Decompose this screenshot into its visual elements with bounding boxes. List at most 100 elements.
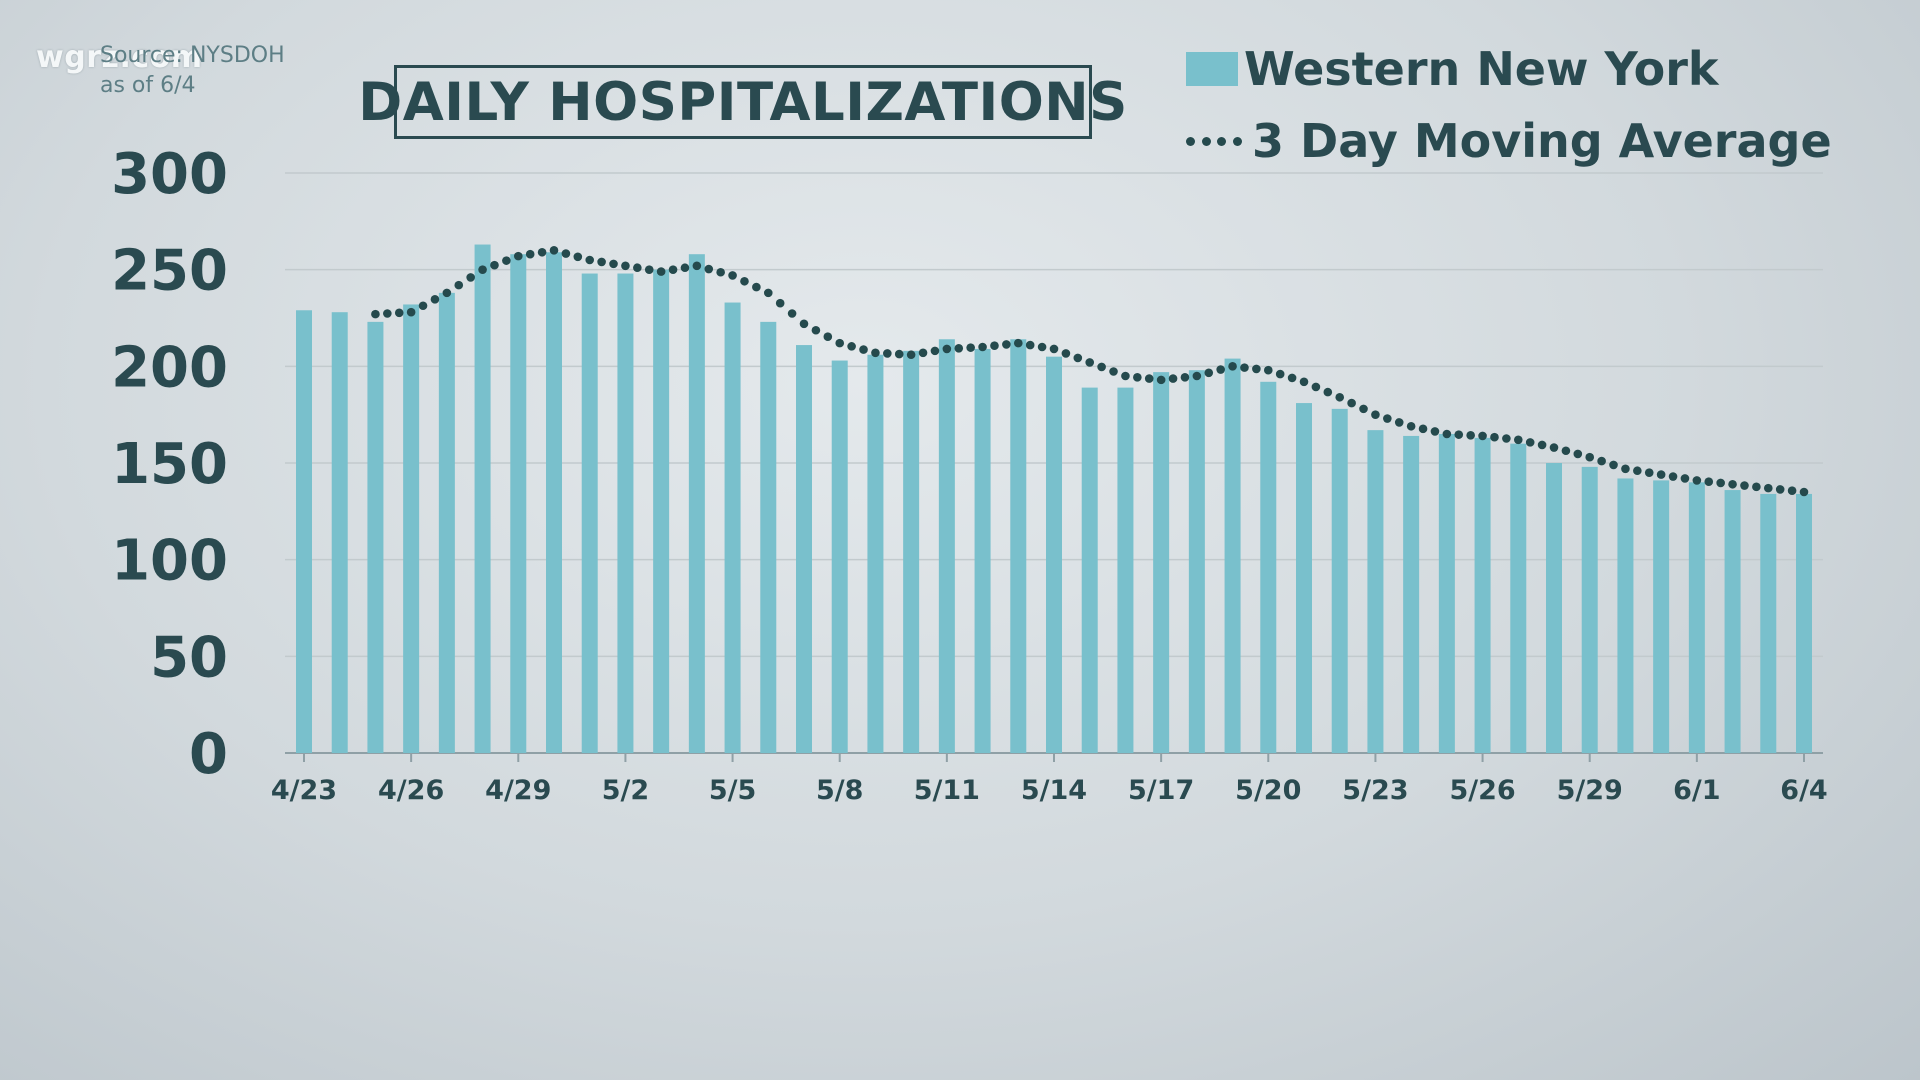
x-tick-label: 5/20 — [1235, 775, 1301, 806]
average-dot — [1704, 477, 1714, 486]
bar — [546, 252, 562, 753]
average-dot — [823, 332, 833, 341]
average-dot — [692, 261, 702, 271]
average-dot — [597, 257, 606, 267]
y-tick-label: 150 — [111, 432, 228, 497]
bar — [1688, 482, 1705, 753]
y-tick-label: 0 — [189, 722, 228, 787]
average-dot — [1299, 377, 1309, 387]
average-dot — [1073, 353, 1083, 363]
average-dot — [1240, 363, 1249, 372]
average-dot — [918, 348, 928, 358]
y-tick-label: 100 — [111, 529, 228, 594]
bar — [1046, 356, 1062, 753]
bar — [867, 354, 884, 753]
average-dot — [1633, 466, 1642, 476]
average-dot — [1609, 460, 1618, 470]
bar — [474, 244, 491, 754]
average-dot — [1168, 374, 1178, 383]
average-dot — [383, 309, 392, 318]
average-dot — [1752, 482, 1761, 492]
legend-item-bars: Western New York — [1186, 38, 1832, 100]
average-dot — [490, 260, 499, 270]
average-dot — [1061, 349, 1071, 358]
chart-title: DAILY HOSPITALIZATIONS — [358, 71, 1128, 133]
as-of-line: as of 6/4 — [100, 73, 196, 98]
bar — [1438, 434, 1455, 753]
average-dot — [1180, 372, 1190, 382]
source-note: Source: NYSDOH as of 6/4 — [100, 41, 285, 101]
average-dot — [406, 307, 416, 317]
average-dot — [1692, 476, 1702, 485]
average-dot — [478, 265, 487, 274]
x-tick-label: 4/26 — [378, 775, 444, 806]
source-line: Source: NYSDOH — [100, 43, 285, 68]
average-dot — [1775, 485, 1785, 494]
chart-legend: Western New York 3 Day Moving Average — [1186, 38, 1832, 182]
bar — [1224, 358, 1241, 753]
average-dot — [585, 255, 595, 265]
bar — [1367, 430, 1384, 753]
average-dot — [978, 342, 987, 352]
bar — [617, 273, 634, 753]
bar — [510, 254, 527, 753]
average-dot — [1621, 464, 1630, 474]
average-dot — [1002, 340, 1011, 349]
x-tick-label: 5/11 — [914, 775, 980, 806]
average-dot — [1287, 373, 1297, 383]
average-dot — [1144, 374, 1154, 383]
average-dot — [633, 263, 642, 273]
average-dot — [561, 249, 571, 258]
average-dot — [1323, 387, 1333, 397]
average-dot — [1347, 398, 1356, 408]
average-dot — [1430, 427, 1440, 436]
average-dot — [1680, 474, 1690, 483]
average-dot — [1394, 418, 1404, 427]
average-dot — [1740, 481, 1749, 490]
bar — [1331, 408, 1348, 753]
legend-bar-swatch — [1186, 52, 1238, 86]
average-dot — [1216, 365, 1225, 374]
average-dot — [704, 264, 714, 274]
average-dot — [1275, 369, 1285, 379]
average-dot — [1335, 392, 1345, 402]
average-dot — [871, 348, 880, 358]
average-dot — [1121, 371, 1130, 381]
average-dot — [1561, 446, 1571, 456]
average-dot — [1716, 478, 1725, 488]
average-dot — [668, 265, 678, 274]
chart-title-box: DAILY HOSPITALIZATIONS — [358, 65, 1127, 139]
average-dot — [442, 288, 452, 298]
average-dot — [466, 273, 475, 282]
average-dot — [1228, 362, 1237, 371]
average-dot — [1478, 431, 1487, 441]
bar — [653, 269, 670, 753]
average-dot — [942, 344, 952, 354]
average-dot — [644, 265, 654, 274]
average-dot — [454, 280, 464, 290]
average-dot — [1454, 430, 1464, 439]
average-dot — [1573, 449, 1583, 459]
average-dot — [752, 282, 761, 292]
x-tick-label: 4/23 — [271, 775, 337, 806]
x-tick-label: 5/23 — [1342, 775, 1408, 806]
average-dot — [859, 345, 868, 354]
average-dot — [1763, 483, 1773, 493]
x-tick-label: 5/8 — [816, 775, 863, 806]
average-dot — [418, 301, 428, 311]
average-dot — [1359, 404, 1368, 414]
bar — [1617, 478, 1634, 753]
average-dot — [1311, 382, 1321, 392]
average-dot — [883, 349, 892, 358]
average-dot — [371, 309, 380, 319]
average-dot — [954, 343, 964, 353]
y-tick-label: 200 — [111, 335, 228, 400]
average-dot — [1442, 429, 1452, 439]
average-dot — [1513, 435, 1523, 445]
bar — [1403, 435, 1420, 753]
bar — [438, 292, 455, 753]
x-tick-label: 5/2 — [602, 775, 649, 806]
average-dot — [1537, 440, 1547, 450]
bar — [1724, 490, 1741, 753]
